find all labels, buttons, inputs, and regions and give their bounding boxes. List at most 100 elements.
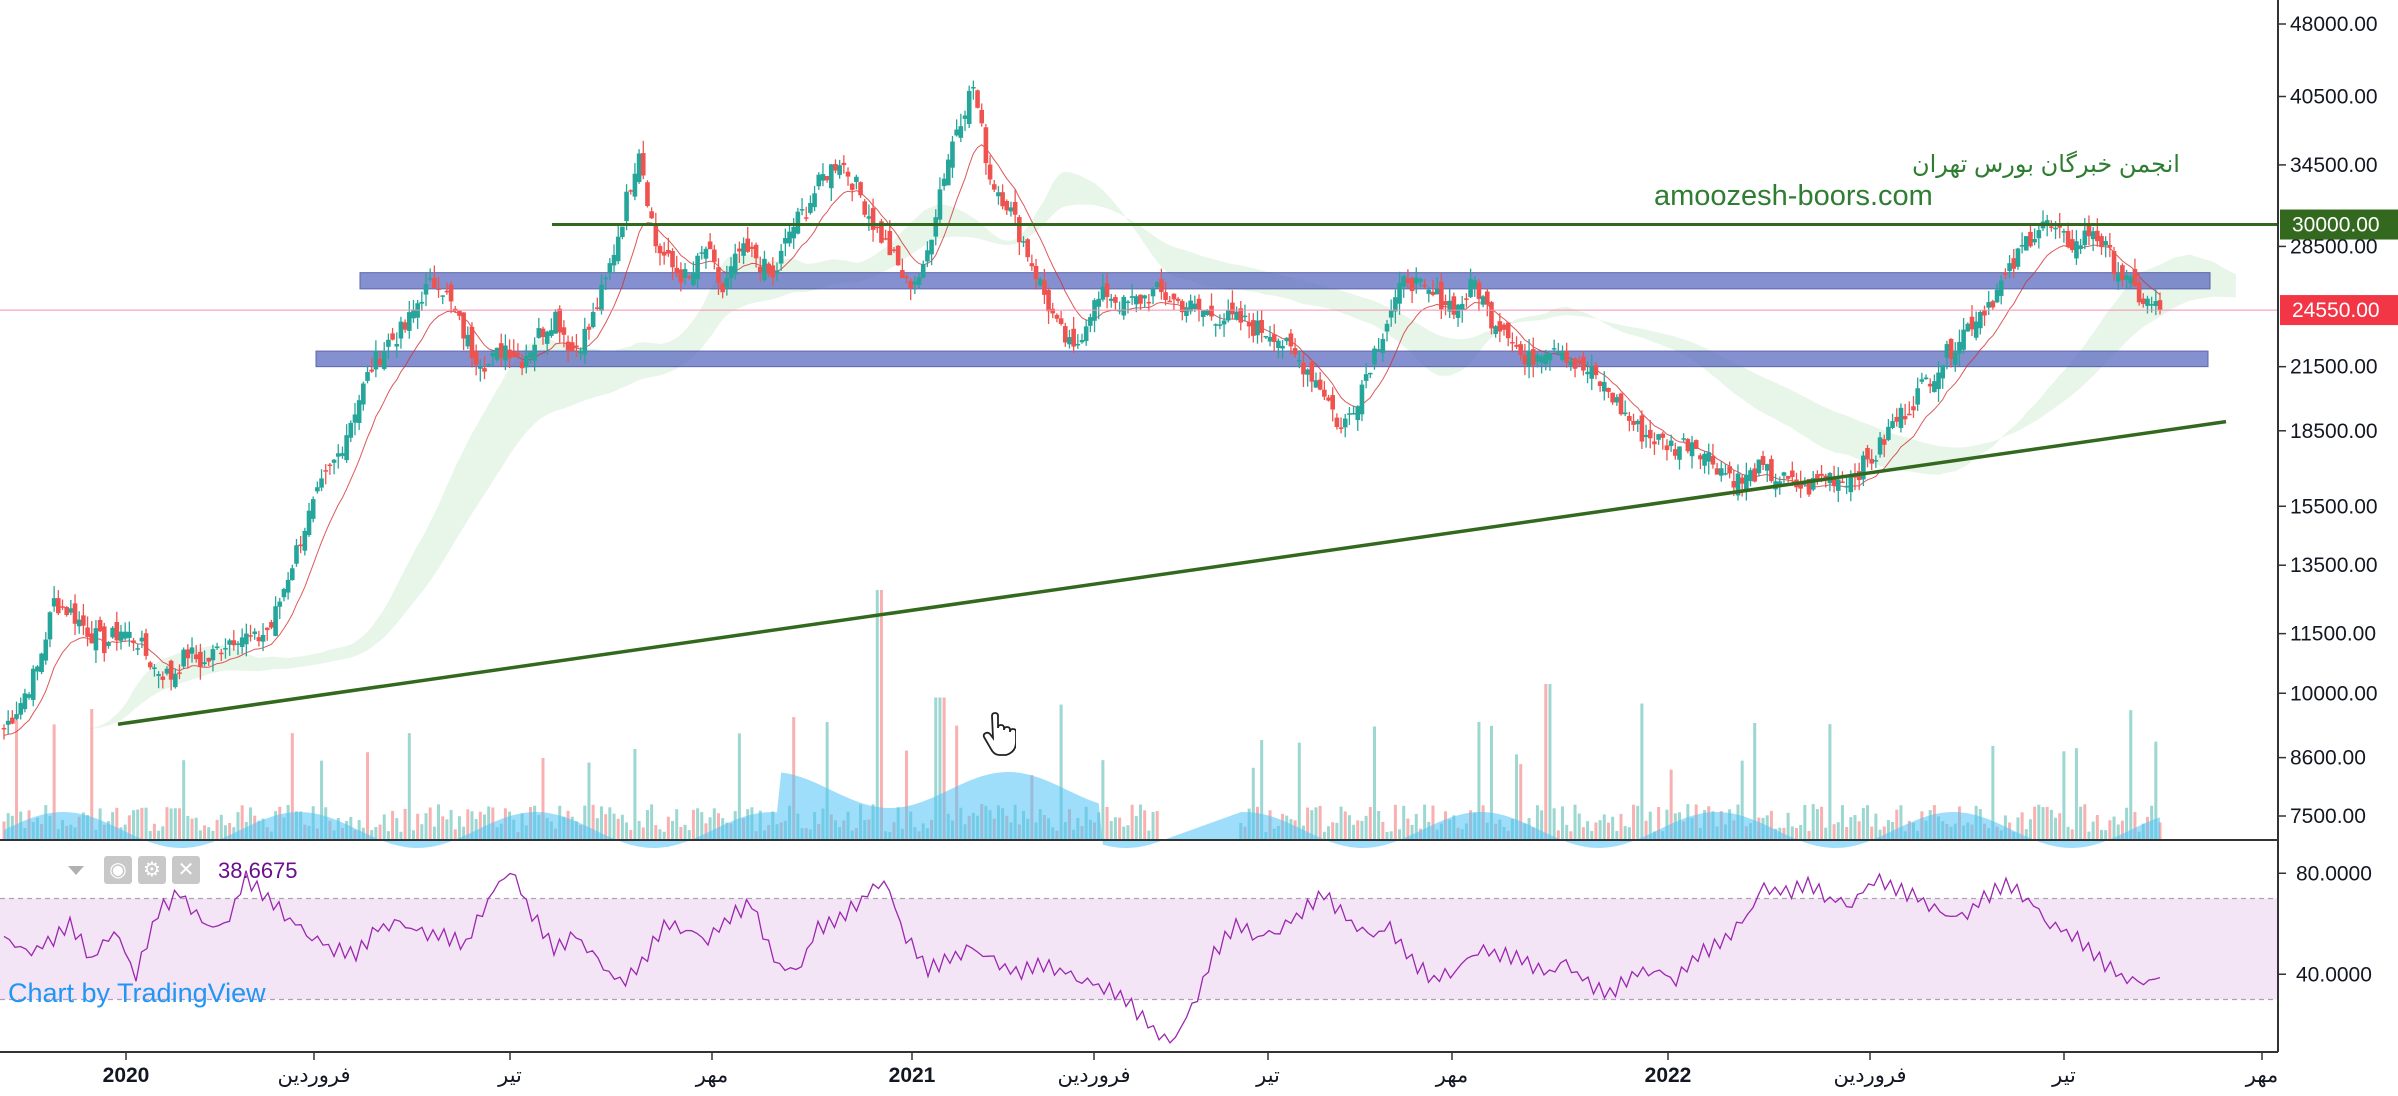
- candle-body: [2103, 241, 2108, 246]
- candle-body: [256, 637, 262, 642]
- candle-body: [1890, 421, 1895, 428]
- gear-icon[interactable]: ⚙: [138, 856, 166, 884]
- volume-bar: [1644, 820, 1648, 840]
- candle-body: [1263, 335, 1269, 338]
- volume-bar: [420, 824, 424, 840]
- candle-body: [712, 249, 717, 262]
- volume-bar: [1322, 831, 1326, 840]
- candle-body: [1129, 296, 1135, 298]
- candle-body: [674, 267, 680, 273]
- candle-body: [1756, 459, 1762, 474]
- close-icon[interactable]: ✕: [172, 856, 200, 884]
- candle-body: [432, 277, 437, 288]
- price-tick-label: 40500.00: [2290, 85, 2378, 108]
- candle-body: [1681, 438, 1686, 440]
- time-tick-label: فروردین: [277, 1064, 350, 1087]
- candle-body: [10, 717, 15, 724]
- candle-body: [1025, 239, 1030, 258]
- candle-body: [1673, 449, 1678, 456]
- candle-body: [699, 252, 705, 254]
- volume-bar: [466, 809, 470, 840]
- volume-bar: [938, 697, 942, 840]
- candle-body: [110, 627, 115, 638]
- candle-body: [290, 568, 295, 581]
- volume-bar: [1657, 806, 1661, 840]
- candle-body: [745, 238, 751, 252]
- candle-body: [1242, 315, 1248, 318]
- candle-body: [2019, 244, 2025, 247]
- candle-body: [1058, 318, 1064, 324]
- candle-body: [218, 652, 224, 655]
- candle-body: [2090, 231, 2096, 240]
- candle-body: [185, 649, 191, 659]
- candle-body: [1476, 282, 1482, 299]
- candle-body: [319, 478, 324, 488]
- time-tick-label: مهر: [1435, 1064, 1469, 1087]
- candle-body: [1380, 339, 1386, 354]
- collapse-caret-icon[interactable]: [68, 866, 84, 875]
- eye-icon[interactable]: ◉: [104, 856, 132, 884]
- volume-bar: [1477, 721, 1481, 840]
- candle-body: [1823, 475, 1829, 478]
- candle-body: [1234, 311, 1239, 320]
- candle-body: [975, 90, 980, 108]
- volume-bar: [173, 808, 177, 840]
- candle-body: [131, 640, 136, 644]
- candle-body: [1083, 326, 1089, 342]
- candle-body: [1927, 383, 1933, 387]
- trendline[interactable]: [117, 419, 2227, 726]
- candle-body: [1639, 415, 1645, 442]
- candle-body: [147, 662, 153, 668]
- candle-body: [1522, 354, 1528, 365]
- volume-bar: [395, 818, 399, 840]
- candle-body: [770, 265, 776, 278]
- volume-bar: [357, 819, 361, 840]
- volume-bar: [1339, 806, 1343, 840]
- candle-body: [1831, 476, 1837, 486]
- hand-cursor-icon: [982, 712, 1016, 756]
- volume-bar: [203, 825, 207, 840]
- volume-bar: [1251, 767, 1255, 840]
- volume-bar: [1314, 807, 1318, 840]
- volume-bar: [1811, 804, 1815, 840]
- volume-bar: [249, 807, 253, 840]
- candle-body: [1154, 282, 1160, 288]
- candle-body: [1046, 290, 1051, 312]
- candle-body: [1246, 322, 1252, 327]
- volume-bar: [320, 760, 324, 840]
- volume-bar: [2049, 809, 2053, 840]
- candle-body: [887, 230, 893, 256]
- candle-body: [2107, 244, 2113, 248]
- candle-body: [812, 193, 817, 208]
- candle-body: [1618, 393, 1624, 415]
- volume-bar: [2133, 812, 2137, 840]
- volume-bar: [604, 814, 608, 840]
- candle-body: [2115, 273, 2121, 282]
- candle-body: [427, 278, 433, 280]
- candle-body: [386, 339, 391, 347]
- candle-body: [1104, 283, 1110, 298]
- volume-bar: [2016, 817, 2020, 840]
- tradingview-attribution[interactable]: Chart by TradingView: [8, 978, 266, 1008]
- volume-bar: [428, 807, 432, 840]
- time-tick-label: 2021: [889, 1064, 936, 1087]
- candle-body: [26, 694, 32, 698]
- volume-bar: [2120, 820, 2124, 840]
- candle-body: [820, 174, 826, 181]
- volume-bar: [1393, 804, 1397, 840]
- candle-body: [114, 621, 120, 641]
- candle-body: [1881, 439, 1887, 445]
- candle-body: [724, 277, 730, 288]
- candle-body: [645, 182, 650, 206]
- lower-zone[interactable]: [315, 350, 2209, 368]
- volume-bar: [52, 724, 56, 840]
- volume-bar: [662, 831, 666, 840]
- upper-zone[interactable]: [359, 272, 2211, 290]
- candle-body: [1907, 413, 1912, 416]
- volume-bar: [1857, 821, 1861, 840]
- candle-body: [344, 435, 349, 461]
- volume-bar: [2020, 812, 2024, 840]
- candle-body: [1597, 381, 1603, 386]
- volume-bar: [1627, 827, 1631, 840]
- candle-body: [1397, 282, 1402, 304]
